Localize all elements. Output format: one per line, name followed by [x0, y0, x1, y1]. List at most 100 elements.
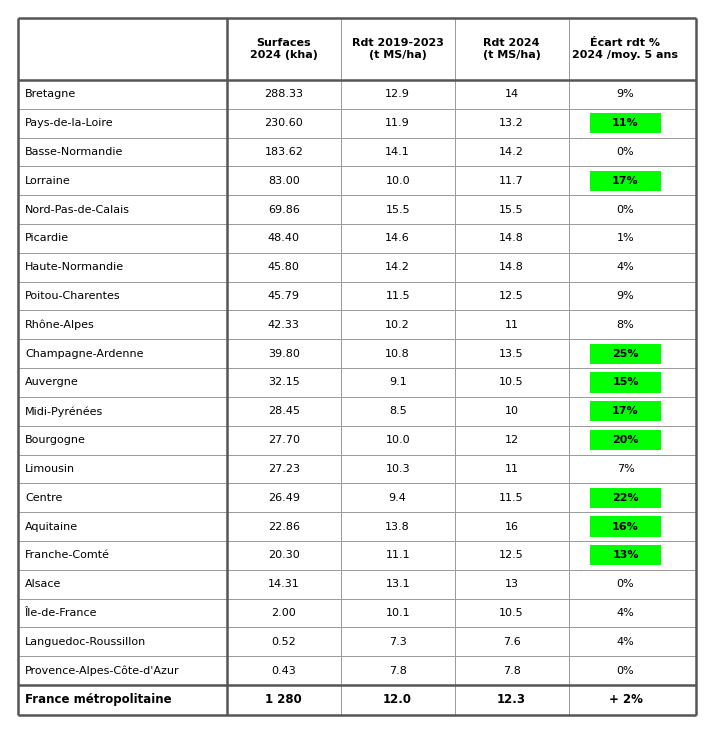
- Text: Surfaces
2024 (kha): Surfaces 2024 (kha): [250, 38, 318, 60]
- Text: Rhône-Alpes: Rhône-Alpes: [25, 320, 95, 330]
- Text: 17%: 17%: [612, 406, 639, 416]
- Text: 11.5: 11.5: [386, 291, 410, 301]
- Text: 12.0: 12.0: [383, 693, 412, 707]
- Text: Limousin: Limousin: [25, 464, 75, 474]
- Text: 69.86: 69.86: [268, 205, 300, 215]
- Text: 11: 11: [505, 464, 518, 474]
- Text: 288.33: 288.33: [264, 89, 303, 100]
- Text: 10: 10: [505, 406, 518, 416]
- Text: 83.00: 83.00: [268, 176, 300, 186]
- Text: 9%: 9%: [617, 89, 634, 100]
- Text: Île-de-France: Île-de-France: [25, 608, 98, 618]
- Text: 14: 14: [505, 89, 518, 100]
- Text: Provence-Alpes-Côte-d'Azur: Provence-Alpes-Côte-d'Azur: [25, 666, 180, 676]
- Text: 22%: 22%: [612, 493, 639, 503]
- Text: 12: 12: [505, 435, 518, 445]
- Text: Lorraine: Lorraine: [25, 176, 71, 186]
- Text: Midi-Pyrénées: Midi-Pyrénées: [25, 406, 104, 416]
- Text: 10.5: 10.5: [499, 377, 524, 388]
- Text: 10.0: 10.0: [386, 176, 410, 186]
- Text: 8%: 8%: [617, 320, 634, 330]
- Text: 16%: 16%: [612, 522, 639, 531]
- Text: 25%: 25%: [612, 349, 639, 358]
- Text: 4%: 4%: [617, 608, 634, 618]
- Text: 14.2: 14.2: [386, 262, 410, 272]
- Text: Basse-Normandie: Basse-Normandie: [25, 147, 124, 157]
- Text: Bretagne: Bretagne: [25, 89, 76, 100]
- Text: 183.62: 183.62: [264, 147, 303, 157]
- Text: 7%: 7%: [617, 464, 634, 474]
- Text: 45.80: 45.80: [268, 262, 300, 272]
- Text: 1 280: 1 280: [266, 693, 302, 707]
- Text: 0.52: 0.52: [271, 637, 296, 647]
- Text: Picardie: Picardie: [25, 233, 69, 243]
- Text: 10.3: 10.3: [386, 464, 410, 474]
- Text: 0%: 0%: [617, 579, 634, 589]
- Text: Rdt 2024
(t MS/ha): Rdt 2024 (t MS/ha): [483, 38, 540, 60]
- Text: 14.1: 14.1: [386, 147, 410, 157]
- Text: Écart rdt %
2024 /moy. 5 ans: Écart rdt % 2024 /moy. 5 ans: [573, 38, 678, 60]
- Text: 10.5: 10.5: [499, 608, 524, 618]
- Bar: [590, 430, 660, 450]
- Text: 0%: 0%: [617, 666, 634, 676]
- Bar: [590, 344, 660, 364]
- Text: 11.9: 11.9: [386, 118, 410, 128]
- Bar: [590, 545, 660, 565]
- Bar: [590, 171, 660, 191]
- Text: 22.86: 22.86: [268, 522, 300, 531]
- Text: Rdt 2019-2023
(t MS/ha): Rdt 2019-2023 (t MS/ha): [352, 38, 443, 60]
- Text: 13.1: 13.1: [386, 579, 410, 589]
- Text: 9.1: 9.1: [389, 377, 406, 388]
- Text: 12.5: 12.5: [499, 550, 524, 560]
- Text: 7.8: 7.8: [503, 666, 521, 676]
- Bar: [590, 487, 660, 508]
- Text: 13%: 13%: [612, 550, 639, 560]
- Text: Nord-Pas-de-Calais: Nord-Pas-de-Calais: [25, 205, 130, 215]
- Text: 14.8: 14.8: [499, 262, 524, 272]
- Bar: [590, 401, 660, 421]
- Text: 230.60: 230.60: [264, 118, 303, 128]
- Text: France métropolitaine: France métropolitaine: [25, 693, 171, 707]
- Text: 10.0: 10.0: [386, 435, 410, 445]
- Text: 15.5: 15.5: [386, 205, 410, 215]
- Text: 14.6: 14.6: [386, 233, 410, 243]
- Text: 27.23: 27.23: [268, 464, 300, 474]
- Bar: [590, 113, 660, 133]
- Text: 7.6: 7.6: [503, 637, 521, 647]
- Text: Aquitaine: Aquitaine: [25, 522, 78, 531]
- Text: 15.5: 15.5: [499, 205, 524, 215]
- Text: 28.45: 28.45: [268, 406, 300, 416]
- Text: 20%: 20%: [612, 435, 639, 445]
- Text: 9%: 9%: [617, 291, 634, 301]
- Text: 13.8: 13.8: [386, 522, 410, 531]
- Text: 13.2: 13.2: [499, 118, 524, 128]
- Text: 27.70: 27.70: [268, 435, 300, 445]
- Text: Languedoc-Roussillon: Languedoc-Roussillon: [25, 637, 146, 647]
- Text: 4%: 4%: [617, 637, 634, 647]
- Text: 11%: 11%: [612, 118, 639, 128]
- Text: 4%: 4%: [617, 262, 634, 272]
- Text: 1%: 1%: [617, 233, 634, 243]
- Bar: [590, 517, 660, 537]
- Text: 12.3: 12.3: [497, 693, 526, 707]
- Text: 0.43: 0.43: [271, 666, 296, 676]
- Text: 2.00: 2.00: [271, 608, 296, 618]
- Text: 10.8: 10.8: [386, 349, 410, 358]
- Bar: [590, 372, 660, 393]
- Text: 45.79: 45.79: [268, 291, 300, 301]
- Text: 39.80: 39.80: [268, 349, 300, 358]
- Text: 11.7: 11.7: [499, 176, 524, 186]
- Text: 48.40: 48.40: [268, 233, 300, 243]
- Text: Auvergne: Auvergne: [25, 377, 79, 388]
- Text: 7.8: 7.8: [388, 666, 406, 676]
- Text: + 2%: + 2%: [608, 693, 643, 707]
- Text: 26.49: 26.49: [268, 493, 300, 503]
- Text: 20.30: 20.30: [268, 550, 300, 560]
- Text: 0%: 0%: [617, 205, 634, 215]
- Text: 10.2: 10.2: [386, 320, 410, 330]
- Text: Alsace: Alsace: [25, 579, 61, 589]
- Text: Centre: Centre: [25, 493, 62, 503]
- Text: 13.5: 13.5: [499, 349, 524, 358]
- Text: 7.3: 7.3: [389, 637, 406, 647]
- Text: Haute-Normandie: Haute-Normandie: [25, 262, 124, 272]
